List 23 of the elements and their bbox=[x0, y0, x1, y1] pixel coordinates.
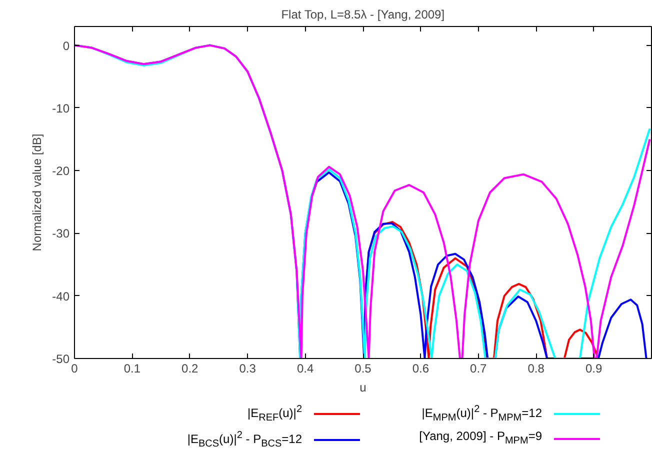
x-tick-label: 0 bbox=[71, 362, 78, 376]
y-tick-label: -40 bbox=[52, 289, 70, 304]
x-tick-label: 0.8 bbox=[528, 362, 545, 376]
x-tick-label: 0.9 bbox=[585, 362, 602, 376]
legend-label: [Yang, 2009] - P$_{MPM}$=9 bbox=[419, 429, 542, 448]
y-tick-label: -10 bbox=[52, 101, 70, 116]
y-axis-title: Normalized value [dB] bbox=[30, 134, 44, 252]
x-tick-label: 0.1 bbox=[124, 362, 141, 376]
x-axis-title: u bbox=[360, 380, 366, 394]
y-tick-label: -20 bbox=[52, 164, 70, 178]
x-tick-label: 0.2 bbox=[182, 362, 199, 376]
y-tick-label: -50 bbox=[52, 352, 70, 366]
y-tick-label: 0 bbox=[62, 38, 70, 53]
x-tick-label: 0.6 bbox=[412, 362, 430, 376]
chart-title: Flat Top, L=8.5λ - [Yang, 2009] bbox=[281, 8, 445, 22]
legend-label: |E$_{REF}$(u)|$^{2}$ bbox=[248, 403, 302, 426]
y-tick-label: -30 bbox=[52, 226, 70, 241]
x-tick-label: 0.5 bbox=[354, 362, 372, 376]
x-tick-label: 0.4 bbox=[296, 362, 314, 376]
legend-label: |E$_{MPM}$(u)|$^{2}$ - P$_{MPM}$=12 bbox=[422, 403, 542, 426]
x-tick-label: 0.7 bbox=[470, 362, 488, 376]
legend-label: |E$_{BCS}$(u)|$^{2}$ - P$_{BCS}$=12 bbox=[187, 429, 302, 452]
x-tick-label: 0.3 bbox=[239, 362, 256, 376]
